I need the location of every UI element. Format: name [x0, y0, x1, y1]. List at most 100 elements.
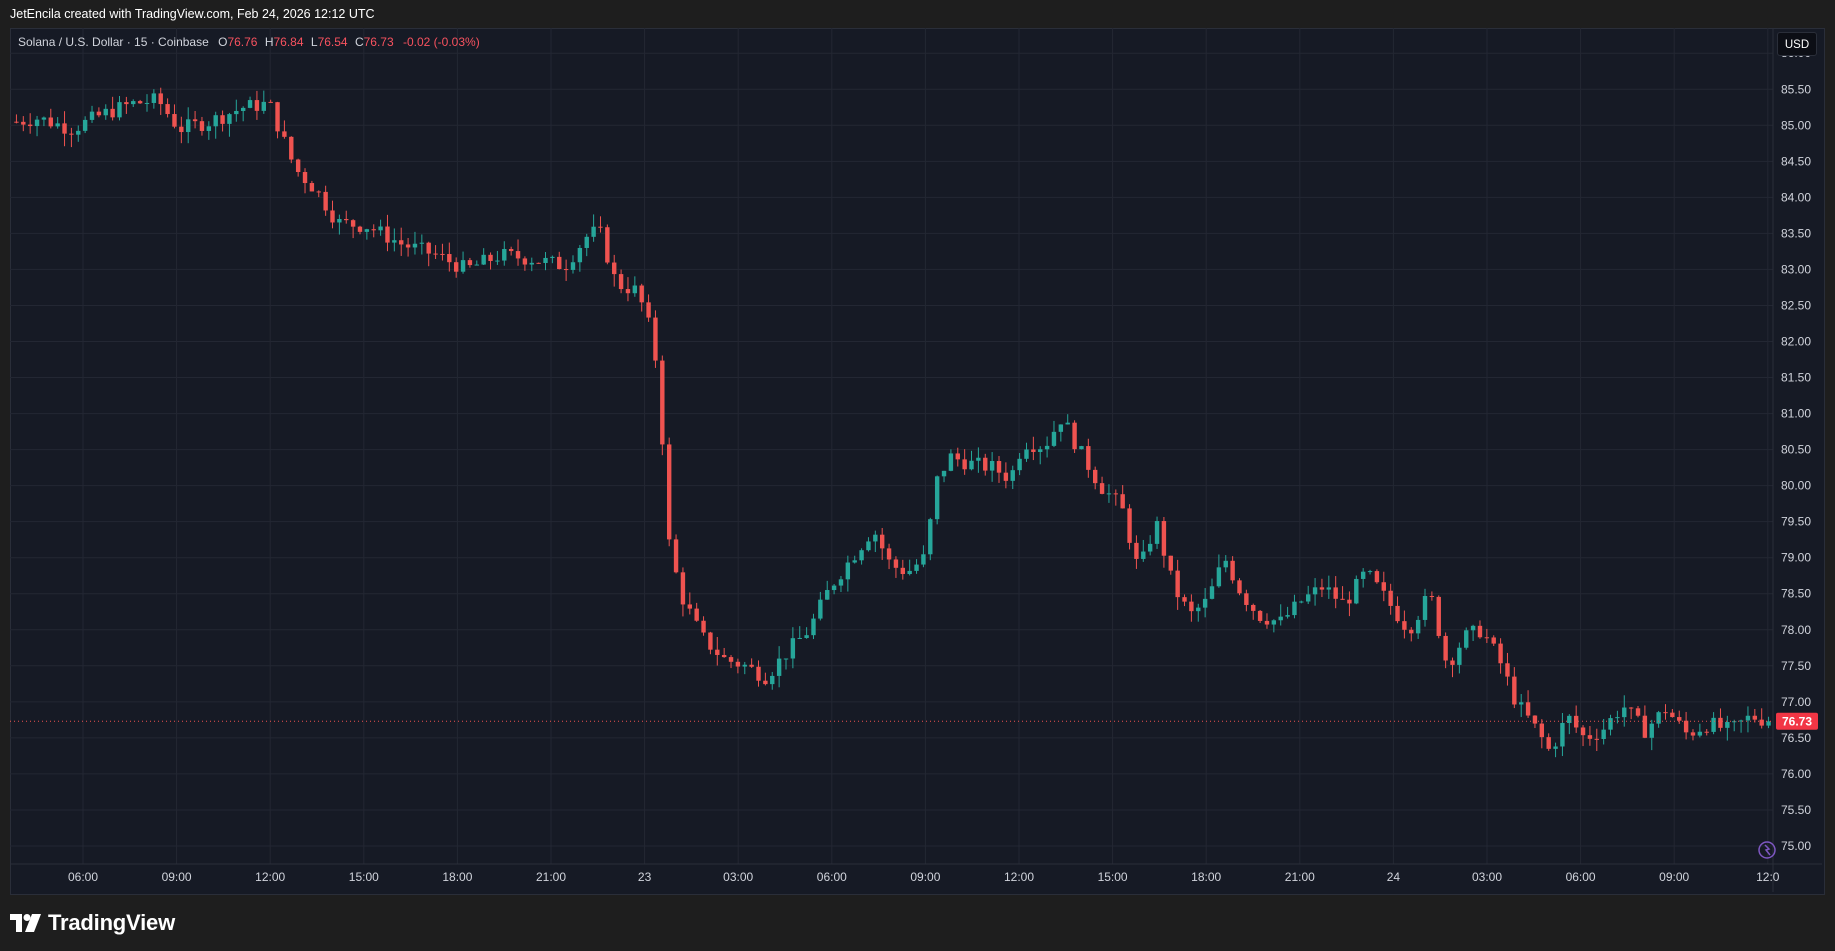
candle-up: [989, 452, 995, 482]
candle-down: [1670, 709, 1675, 718]
candle-down: [1663, 704, 1668, 720]
candle-down: [653, 310, 658, 368]
time-axis[interactable]: 06:00 09:00 12:00 15:00 18:00 21:00 23 03:00 06:…: [68, 870, 1780, 884]
chart-panel[interactable]: [10, 28, 1825, 895]
candle-down: [1086, 438, 1091, 478]
candle-up: [1422, 588, 1428, 627]
candle-down: [1374, 569, 1380, 584]
candle-down: [440, 243, 445, 261]
candle-down: [756, 660, 761, 687]
candle-up: [1725, 715, 1730, 741]
candle-up: [55, 117, 60, 129]
candle-up: [783, 658, 789, 670]
x-tick-label: 21:00: [1285, 870, 1315, 884]
candle-down: [1683, 711, 1689, 740]
candle-up: [873, 530, 878, 553]
candle-down: [1347, 591, 1352, 617]
x-tick-label: 06:00: [1566, 870, 1596, 884]
candle-down: [275, 101, 280, 139]
x-tick-label: 06:00: [817, 870, 847, 884]
candle-down: [598, 216, 603, 233]
candle-down: [955, 447, 960, 467]
candle-down: [399, 227, 404, 256]
y-tick-label: 75.00: [1781, 839, 1811, 853]
lightning-icon[interactable]: [1758, 841, 1776, 859]
candle-up: [1622, 695, 1627, 727]
candle-up: [1766, 716, 1771, 729]
candle-down: [1230, 556, 1235, 584]
grid: [10, 28, 1773, 864]
candle-up: [1567, 714, 1572, 735]
candle-up: [591, 214, 596, 242]
candle-up: [811, 613, 816, 640]
candle-up: [364, 228, 370, 240]
candle-up: [1354, 575, 1359, 605]
candle-down: [1388, 583, 1393, 615]
candle-down: [625, 277, 631, 302]
candle-down: [646, 294, 651, 322]
candle-up: [584, 233, 589, 257]
legend-low-label: L: [310, 35, 318, 49]
candle-down: [405, 238, 411, 257]
candle-down: [48, 108, 53, 129]
candle-down: [1594, 728, 1599, 752]
candle-down: [1677, 710, 1682, 724]
candle-up: [859, 548, 864, 565]
candle-down: [1436, 595, 1441, 639]
candle-up: [1470, 624, 1476, 641]
candle-up: [1223, 555, 1228, 573]
x-tick-label: 03:00: [723, 870, 753, 884]
candle-down: [199, 116, 205, 136]
candlestick-chart[interactable]: 86.0085.5085.0084.5084.0083.5083.0082.50…: [0, 0, 1835, 895]
currency-button[interactable]: USD: [1777, 32, 1817, 56]
candle-up: [797, 626, 802, 639]
candle-up: [103, 104, 108, 120]
candle-down: [1237, 578, 1242, 596]
candle-up: [1209, 578, 1215, 600]
x-tick-label: 21:00: [536, 870, 566, 884]
candle-down: [735, 658, 741, 674]
candle-down: [371, 224, 376, 238]
y-tick-label: 82.00: [1781, 335, 1811, 349]
candle-down: [557, 251, 562, 270]
candle-down: [1182, 594, 1187, 607]
candle-down: [1113, 489, 1119, 506]
candle-up: [1519, 694, 1524, 718]
top-bar: JetEncila created with TradingView.com, …: [0, 0, 1835, 28]
y-tick-label: 82.50: [1781, 298, 1811, 312]
price-axis[interactable]: 86.0085.5085.0084.5084.0083.5083.0082.50…: [1781, 46, 1811, 853]
y-tick-label: 83.50: [1781, 226, 1811, 240]
candle-up: [1038, 446, 1043, 465]
candle-down: [385, 214, 390, 252]
candle-up: [1285, 606, 1290, 619]
candle-down: [715, 636, 720, 666]
candle-up: [186, 107, 191, 144]
candle-down: [983, 453, 988, 476]
candle-up: [234, 99, 239, 122]
candle-up: [495, 250, 500, 265]
candle-up: [1649, 719, 1654, 751]
brand-name: TradingView: [48, 910, 175, 935]
candle-up: [41, 116, 47, 127]
candle-up: [1017, 453, 1022, 476]
candle-up: [1415, 615, 1421, 639]
candle-down: [536, 262, 541, 264]
candle-up: [852, 555, 857, 564]
candle-up: [1306, 585, 1311, 605]
candle-down: [179, 116, 184, 144]
candle-down: [467, 257, 473, 268]
legend-symbol: Solana / U.S. Dollar · 15 · Coinbase: [18, 35, 209, 49]
candle-down: [728, 655, 734, 669]
candle-down: [996, 456, 1002, 483]
candle-up: [261, 90, 266, 114]
candle-down: [1092, 466, 1098, 490]
candle-up: [1010, 465, 1015, 490]
candle-down: [192, 111, 198, 129]
y-tick-label: 77.50: [1781, 659, 1811, 673]
candle-up: [151, 89, 157, 109]
candle-down: [1477, 620, 1483, 639]
y-tick-label: 85.00: [1781, 118, 1811, 132]
candle-up: [1738, 719, 1744, 733]
candle-up: [1106, 484, 1112, 503]
candle-down: [701, 616, 706, 636]
